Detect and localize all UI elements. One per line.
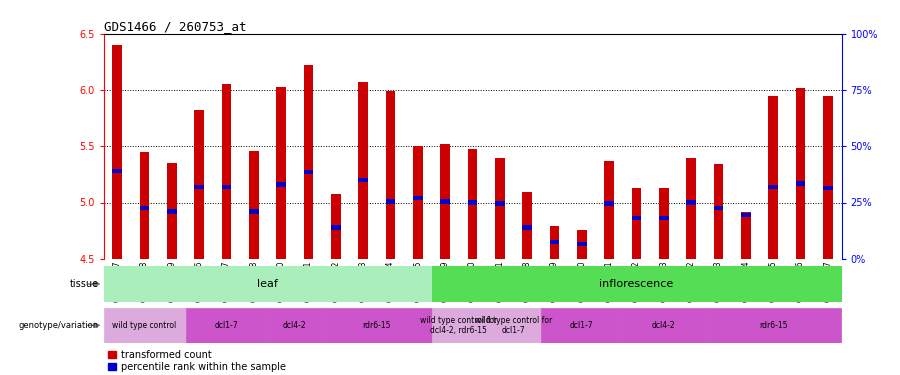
- Bar: [687, 158, 696, 259]
- Bar: [605, 161, 614, 259]
- Bar: [112, 45, 122, 259]
- Bar: [413, 196, 423, 200]
- Bar: [276, 87, 286, 259]
- Bar: [577, 242, 587, 246]
- Text: wild type control: wild type control: [112, 321, 176, 330]
- Bar: [104, 266, 431, 302]
- Bar: [522, 192, 532, 259]
- Bar: [185, 308, 267, 343]
- Bar: [440, 144, 450, 259]
- Text: wild type control for
dcl1-7: wild type control for dcl1-7: [475, 316, 552, 335]
- Bar: [632, 216, 642, 220]
- Text: tissue: tissue: [70, 279, 99, 289]
- Text: wild type control for
dcl4-2, rdr6-15: wild type control for dcl4-2, rdr6-15: [420, 316, 498, 335]
- Bar: [104, 308, 185, 343]
- Bar: [303, 170, 313, 174]
- Legend: transformed count, percentile rank within the sample: transformed count, percentile rank withi…: [108, 350, 286, 372]
- Bar: [167, 209, 176, 214]
- Bar: [331, 194, 340, 259]
- Bar: [468, 148, 477, 259]
- Bar: [687, 200, 696, 205]
- Bar: [249, 151, 258, 259]
- Bar: [167, 163, 176, 259]
- Bar: [796, 181, 806, 186]
- Bar: [112, 169, 122, 173]
- Bar: [431, 266, 842, 302]
- Bar: [140, 206, 149, 210]
- Bar: [221, 84, 231, 259]
- Bar: [705, 308, 842, 343]
- Bar: [823, 186, 832, 190]
- Bar: [623, 308, 705, 343]
- Text: genotype/variation: genotype/variation: [19, 321, 99, 330]
- Bar: [431, 308, 486, 343]
- Bar: [796, 88, 806, 259]
- Bar: [386, 91, 395, 259]
- Bar: [440, 199, 450, 204]
- Bar: [659, 188, 669, 259]
- Text: dcl4-2: dcl4-2: [652, 321, 676, 330]
- Bar: [495, 201, 505, 206]
- Bar: [322, 308, 431, 343]
- Bar: [522, 225, 532, 230]
- Bar: [358, 82, 368, 259]
- Bar: [194, 184, 204, 189]
- Bar: [221, 184, 231, 189]
- Text: leaf: leaf: [257, 279, 278, 289]
- Text: rdr6-15: rdr6-15: [363, 321, 392, 330]
- Bar: [331, 225, 340, 230]
- Bar: [741, 211, 751, 259]
- Bar: [823, 96, 832, 259]
- Bar: [550, 226, 559, 259]
- Bar: [386, 199, 395, 204]
- Bar: [741, 213, 751, 217]
- Bar: [605, 201, 614, 206]
- Bar: [550, 240, 559, 244]
- Bar: [413, 146, 423, 259]
- Bar: [495, 158, 505, 259]
- Bar: [769, 96, 778, 259]
- Bar: [194, 110, 204, 259]
- Bar: [659, 216, 669, 220]
- Text: GDS1466 / 260753_at: GDS1466 / 260753_at: [104, 20, 246, 33]
- Bar: [358, 178, 368, 182]
- Bar: [468, 200, 477, 205]
- Text: rdr6-15: rdr6-15: [759, 321, 788, 330]
- Bar: [486, 308, 541, 343]
- Text: dcl1-7: dcl1-7: [570, 321, 594, 330]
- Bar: [769, 184, 778, 189]
- Bar: [714, 164, 724, 259]
- Bar: [249, 209, 258, 214]
- Bar: [714, 206, 724, 210]
- Text: dcl1-7: dcl1-7: [215, 321, 238, 330]
- Bar: [276, 182, 286, 187]
- Text: inflorescence: inflorescence: [599, 279, 673, 289]
- Bar: [541, 308, 623, 343]
- Text: dcl4-2: dcl4-2: [283, 321, 307, 330]
- Bar: [140, 152, 149, 259]
- Bar: [303, 65, 313, 259]
- Bar: [632, 188, 642, 259]
- Bar: [577, 230, 587, 259]
- Bar: [267, 308, 322, 343]
